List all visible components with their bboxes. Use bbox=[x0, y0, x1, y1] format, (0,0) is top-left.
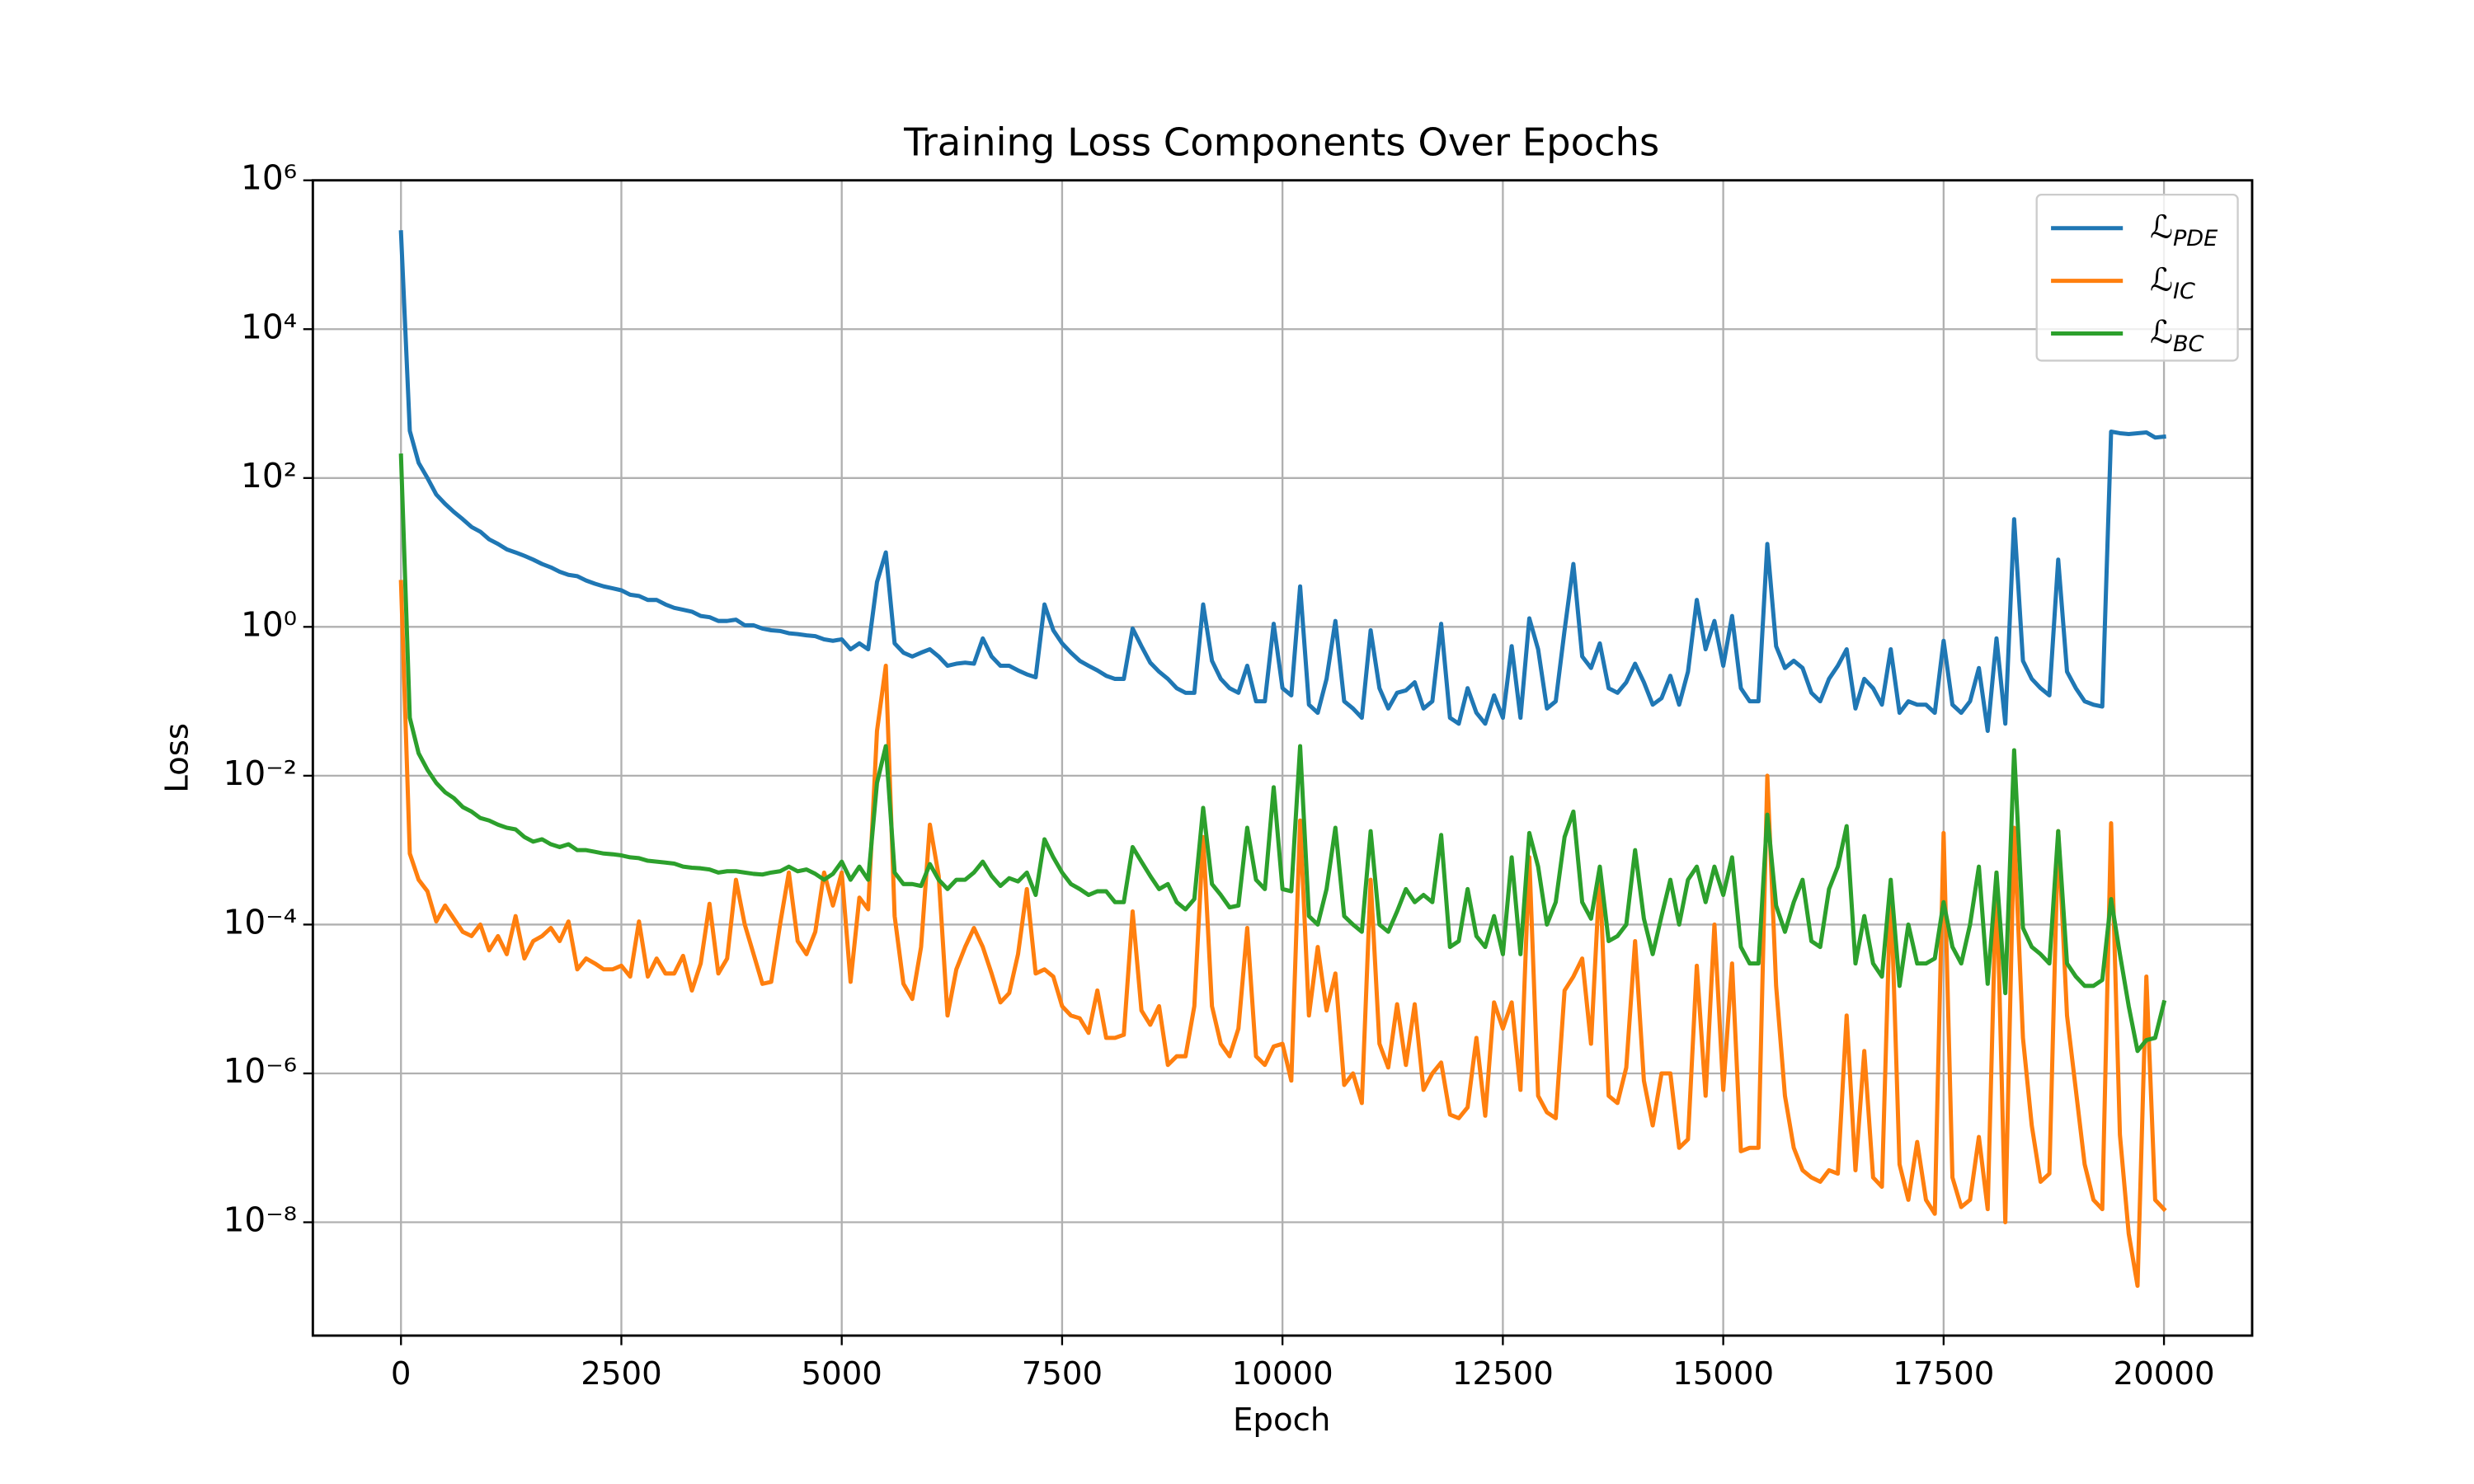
plot-frame bbox=[311, 179, 2254, 1337]
x-tick-label: 0 bbox=[391, 1355, 412, 1392]
chart-title: Training Loss Components Over Epochs bbox=[903, 120, 1659, 165]
legend-label: ℒPDE bbox=[2150, 209, 2218, 251]
x-tick-label: 10000 bbox=[1232, 1355, 1333, 1392]
y-tick-label: 10⁻⁶ bbox=[223, 1051, 297, 1091]
y-tick-label: 10⁻² bbox=[223, 754, 297, 793]
loss-line bbox=[398, 453, 2167, 1054]
x-tick-label: 5000 bbox=[801, 1355, 882, 1392]
legend-box bbox=[2035, 193, 2239, 362]
loss-line bbox=[398, 580, 2167, 1289]
y-tick-label: 10² bbox=[241, 456, 297, 495]
x-tick-label: 17500 bbox=[1893, 1355, 1994, 1392]
legend: ℒPDE ℒIC ℒBC bbox=[2035, 193, 2239, 362]
plot-lines bbox=[398, 230, 2167, 1289]
y-tick-label: 10⁻⁴ bbox=[223, 902, 297, 942]
x-tick-label: 2500 bbox=[581, 1355, 661, 1392]
x-tick-label: 7500 bbox=[1022, 1355, 1103, 1392]
grid bbox=[313, 179, 2252, 1336]
y-tick-label: 10⁶ bbox=[241, 158, 297, 198]
legend-label: ℒIC bbox=[2150, 261, 2195, 304]
y-tick-label: 10⁻⁸ bbox=[223, 1200, 297, 1240]
x-tick-label: 20000 bbox=[2114, 1355, 2215, 1392]
y-tick-label: 10⁴ bbox=[241, 307, 297, 346]
x-tick-label: 15000 bbox=[1672, 1355, 1774, 1392]
y-axis-label: Loss bbox=[158, 723, 195, 793]
axes: 0 2500 5000 7500 10000 12500 15000 17500 20000 10… bbox=[223, 158, 2254, 1392]
y-tick-label: 10⁰ bbox=[241, 604, 297, 644]
legend-label: ℒBC bbox=[2150, 314, 2204, 357]
x-tick-label: 12500 bbox=[1452, 1355, 1554, 1392]
loss-line bbox=[398, 230, 2166, 734]
x-axis-label: Epoch bbox=[1233, 1402, 1330, 1439]
